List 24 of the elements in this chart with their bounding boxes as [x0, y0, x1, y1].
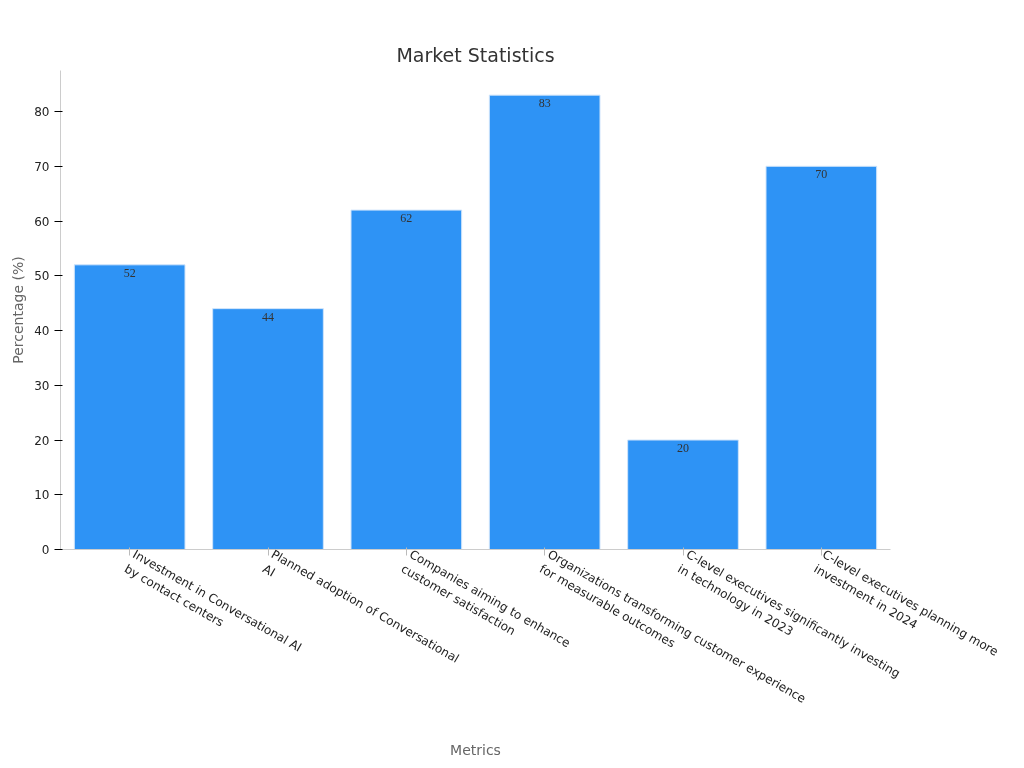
bar	[350, 209, 463, 550]
y-tick-label: 30	[34, 378, 50, 393]
y-tick-label: 10	[34, 488, 50, 503]
data-label: 52	[123, 265, 136, 280]
bar	[765, 165, 878, 550]
bar	[73, 264, 186, 550]
y-axis-title: Percentage (%)	[10, 256, 27, 364]
y-tick-label: 70	[34, 159, 50, 174]
y-tick-label: 20	[34, 433, 50, 448]
bar	[488, 94, 601, 550]
data-label: 83	[538, 96, 551, 111]
bar	[212, 308, 324, 550]
data-label: 44	[262, 309, 274, 324]
y-tick-label: 60	[34, 214, 50, 229]
y-tick-label: 0	[41, 543, 50, 557]
bar	[627, 439, 739, 550]
y-tick-label: 50	[34, 269, 50, 284]
data-label: 70	[815, 167, 828, 182]
data-label: 20	[677, 441, 689, 456]
y-tick-label: 40	[34, 324, 50, 339]
chart-title: Market Statistics	[396, 43, 555, 66]
x-axis-title: Metrics	[450, 741, 501, 758]
y-tick-label: 80	[34, 105, 50, 120]
data-label: 62	[400, 211, 413, 226]
